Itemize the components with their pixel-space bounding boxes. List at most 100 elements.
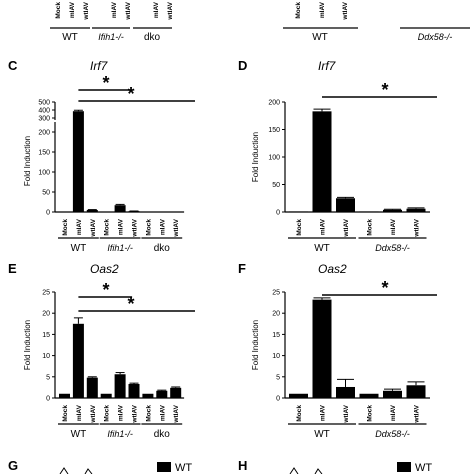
top-left-category-label: wtIAV — [125, 1, 132, 20]
x-category-label: wtIAV — [414, 218, 421, 237]
chart-panel-e: E Oas2 0 5 10 15 20 25 Fold Induction Mock mIAV wtI… — [8, 261, 195, 440]
top-right-category-label: wtIAV — [342, 1, 349, 20]
bar — [142, 393, 154, 398]
top-left-category-label: Mock — [55, 2, 62, 19]
bar — [170, 387, 182, 398]
y-axis-title: Fold Induction — [251, 320, 260, 370]
x-category-label: mIAV — [320, 218, 327, 235]
group-label: Ifih1-/- — [107, 429, 133, 439]
x-category-label: wtIAV — [90, 404, 97, 423]
bar — [406, 385, 426, 398]
y-tick-label: 10 — [272, 353, 280, 360]
x-category-label: Mock — [62, 405, 69, 422]
y-tick-label: 10 — [42, 353, 50, 360]
chart-title: Irf7 — [90, 59, 109, 73]
legend-label: WT — [175, 462, 192, 474]
x-category-label: mIAV — [76, 218, 83, 235]
top-right-category-label: mIAV — [319, 1, 326, 18]
significance-star: * — [102, 73, 109, 93]
bar — [359, 393, 379, 398]
y-tick-label: 500 — [38, 100, 50, 107]
x-category-label: Mock — [296, 219, 303, 236]
x-category-label: wtIAV — [343, 404, 350, 423]
x-category-label: wtIAV — [132, 404, 139, 423]
bar — [100, 393, 112, 398]
bar — [359, 211, 379, 213]
top-left-group-label: dko — [144, 32, 161, 43]
y-axis-title: Fold Induction — [251, 132, 260, 182]
x-category-label: wtIAV — [343, 218, 350, 237]
bar — [72, 323, 84, 398]
legend-swatch — [397, 462, 411, 472]
bar — [86, 377, 98, 398]
group-label: WT — [314, 429, 330, 440]
chart-title: Oas2 — [318, 262, 347, 276]
chart-panel-f: F Oas2 0 5 10 15 20 25 Fold Induction Mock mIAV wtI… — [238, 261, 437, 440]
significance-star: * — [127, 294, 134, 314]
x-category-label: mIAV — [76, 404, 83, 421]
x-category-label: wtIAV — [173, 218, 180, 237]
x-category-label: mIAV — [118, 404, 125, 421]
y-tick-label: 5 — [46, 374, 50, 381]
bar — [336, 386, 355, 398]
group-label: dko — [154, 429, 171, 440]
x-category-label: wtIAV — [173, 404, 180, 423]
y-tick-label: 25 — [42, 290, 50, 297]
significance-star: * — [381, 278, 388, 298]
bar — [142, 211, 154, 213]
legend-label: WT — [415, 462, 432, 474]
y-tick-label: 5 — [276, 374, 280, 381]
y-tick-label: 20 — [42, 311, 50, 318]
x-category-label: wtIAV — [132, 218, 139, 237]
top-right-group-label: WT — [312, 32, 328, 43]
y-tick-label: 0 — [46, 210, 50, 217]
bar — [128, 211, 140, 212]
bar — [383, 209, 402, 212]
y-tick-label: 300 — [38, 116, 50, 123]
top-left-group-label: WT — [62, 32, 78, 43]
panel-letter: F — [238, 261, 246, 276]
group-label: Ifih1-/- — [107, 243, 133, 253]
significance-star: * — [381, 80, 388, 100]
significance-star: * — [102, 280, 109, 300]
y-tick-label: 20 — [272, 311, 280, 318]
top-left-category-label: mIAV — [69, 1, 76, 18]
bar — [383, 390, 402, 398]
y-tick-label: 50 — [272, 182, 280, 189]
y-tick-label: 150 — [268, 127, 280, 134]
y-tick-label: 50 — [42, 190, 50, 197]
y-tick-label: 15 — [272, 332, 280, 339]
x-category-label: Mock — [145, 405, 152, 422]
bar — [156, 390, 168, 398]
x-category-label: mIAV — [118, 218, 125, 235]
chart-panel-d: D Irf7 0 50 100 150 200 Fold Induction Mock mIAV w… — [238, 58, 437, 254]
y-tick-label: 200 — [38, 130, 50, 137]
bar — [86, 210, 98, 212]
y-tick-label: 100 — [38, 170, 50, 177]
bar — [59, 211, 70, 213]
top-right-category-label: Mock — [295, 2, 302, 19]
x-category-label: wtIAV — [414, 404, 421, 423]
panel-letter: C — [8, 58, 18, 73]
bar — [170, 211, 182, 213]
group-label: dko — [154, 243, 171, 254]
x-category-label: wtIAV — [90, 218, 97, 237]
cut-off-labels — [59, 467, 93, 474]
bar — [156, 211, 168, 213]
bar — [114, 205, 126, 212]
top-left-category-label: wtIAV — [83, 1, 90, 20]
x-category-label: Mock — [104, 219, 111, 236]
y-tick-label: 400 — [38, 108, 50, 115]
bar — [289, 393, 308, 398]
bar — [406, 208, 426, 212]
x-category-label: mIAV — [159, 218, 166, 235]
x-category-label: Mock — [104, 405, 111, 422]
x-category-label: Mock — [62, 219, 69, 236]
bar — [128, 384, 140, 398]
significance-star: * — [127, 84, 134, 104]
top-left-category-label: wtIAV — [167, 1, 174, 20]
x-category-label: Mock — [367, 219, 374, 236]
top-left-group-label: Ifih1-/- — [98, 32, 124, 42]
